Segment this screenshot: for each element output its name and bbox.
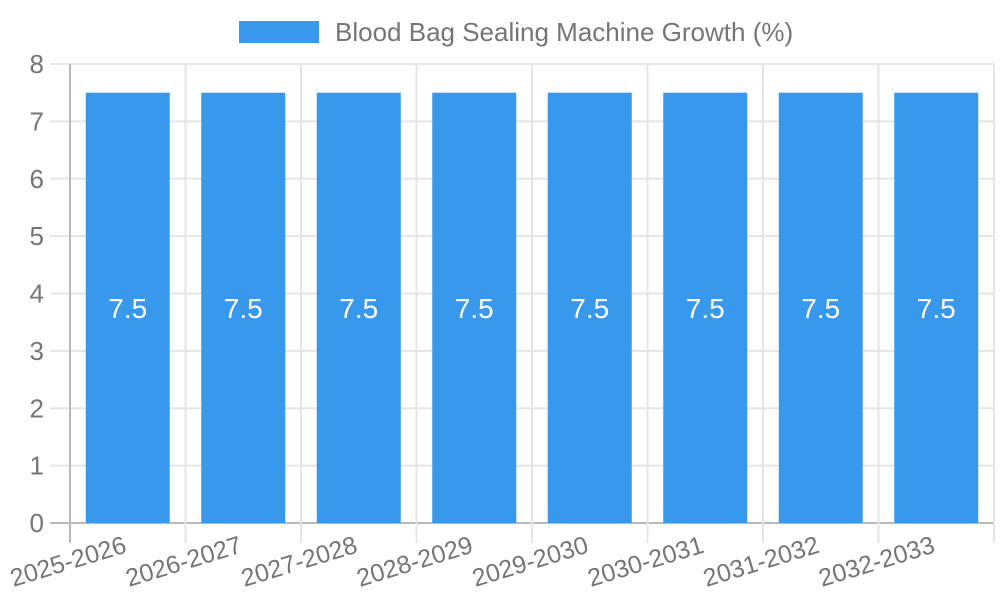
legend-swatch[interactable] <box>239 21 319 43</box>
bar[interactable] <box>201 92 286 523</box>
legend-label[interactable]: Blood Bag Sealing Machine Growth (%) <box>335 17 793 47</box>
y-tick-label: 6 <box>30 164 44 194</box>
legend[interactable]: Blood Bag Sealing Machine Growth (%) <box>239 17 793 47</box>
bar[interactable] <box>894 92 979 523</box>
y-tick-label: 0 <box>30 508 44 538</box>
bar[interactable] <box>432 92 517 523</box>
x-tick-label: 2032-2033 <box>815 531 938 593</box>
bar-value-label: 7.5 <box>224 293 263 324</box>
x-tick-label: 2026-2027 <box>122 531 245 593</box>
bar-value-label: 7.5 <box>917 293 956 324</box>
y-tick-label: 1 <box>30 451 44 481</box>
bar[interactable] <box>663 92 748 523</box>
x-tick-label: 2029-2030 <box>469 531 592 593</box>
bar-value-label: 7.5 <box>455 293 494 324</box>
bar-value-label: 7.5 <box>339 293 378 324</box>
y-tick-label: 8 <box>30 49 44 79</box>
y-tick-label: 5 <box>30 221 44 251</box>
bar[interactable] <box>547 92 632 523</box>
bar-value-label: 7.5 <box>686 293 725 324</box>
bar[interactable] <box>778 92 863 523</box>
x-tick-label: 2031-2032 <box>700 531 823 593</box>
bar[interactable] <box>85 92 170 523</box>
x-tick-label: 2027-2028 <box>238 531 361 593</box>
y-tick-label: 4 <box>30 279 44 309</box>
y-tick-label: 3 <box>30 336 44 366</box>
x-tick-label: 2025-2026 <box>7 531 130 593</box>
bar-value-label: 7.5 <box>108 293 147 324</box>
bar-value-label: 7.5 <box>570 293 609 324</box>
bars: 7.5 7.5 7.5 7.5 7.5 7.5 7.5 7.5 <box>85 92 979 523</box>
x-tick-label: 2030-2031 <box>584 531 707 593</box>
y-tick-label: 7 <box>30 106 44 136</box>
bar[interactable] <box>316 92 401 523</box>
y-tick-label: 2 <box>30 393 44 423</box>
x-tick-label: 2028-2029 <box>353 531 476 593</box>
bar-value-label: 7.5 <box>801 293 840 324</box>
